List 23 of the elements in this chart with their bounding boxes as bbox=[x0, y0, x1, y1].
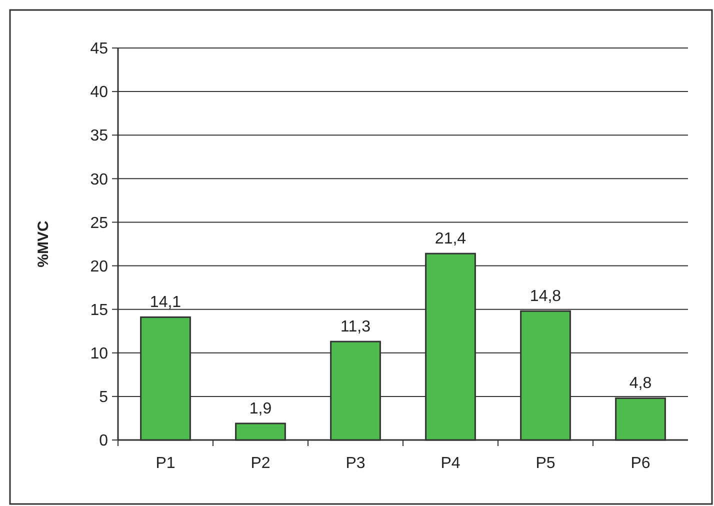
x-tick-label: P5 bbox=[536, 455, 556, 472]
data-label: 1,9 bbox=[249, 400, 272, 418]
y-axis-title: %MVC bbox=[35, 220, 52, 268]
data-label: 4,8 bbox=[629, 375, 652, 392]
x-tick-label: P6 bbox=[630, 455, 650, 472]
y-tick-label: 30 bbox=[90, 171, 108, 188]
data-label: 14,8 bbox=[530, 288, 562, 306]
y-tick-label: 25 bbox=[90, 214, 108, 232]
y-tick-label: 0 bbox=[99, 432, 108, 450]
y-tick-label: 5 bbox=[99, 389, 108, 406]
x-tick-label: P1 bbox=[156, 455, 176, 472]
y-tick-label: 15 bbox=[90, 302, 108, 319]
x-tick-label: P3 bbox=[346, 455, 366, 472]
data-label: 21,4 bbox=[434, 230, 466, 248]
data-label: 11,3 bbox=[340, 318, 371, 336]
y-tick-label: 10 bbox=[90, 345, 108, 362]
x-tick-label: P2 bbox=[250, 455, 270, 472]
y-tick-label: 40 bbox=[90, 84, 108, 102]
y-tick-label: 20 bbox=[90, 258, 108, 276]
y-tick-label: 45 bbox=[90, 40, 108, 58]
data-label: 14,1 bbox=[150, 294, 182, 312]
y-tick-label: 35 bbox=[90, 128, 108, 145]
x-tick-label: P4 bbox=[440, 455, 460, 472]
